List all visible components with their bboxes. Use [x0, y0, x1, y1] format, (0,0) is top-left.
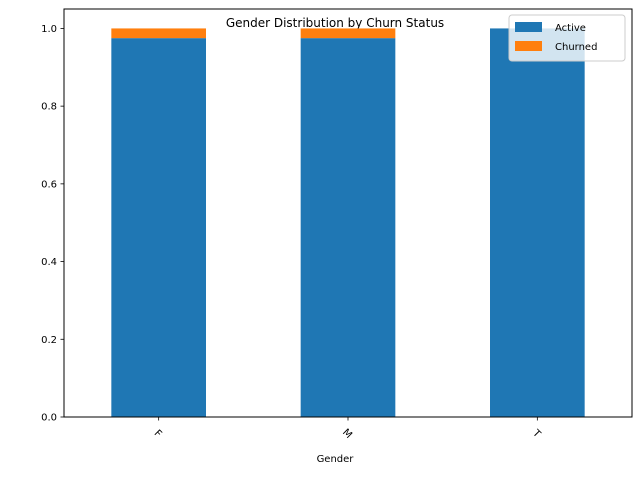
legend-swatch-churned	[515, 41, 542, 51]
y-tick-label: 0.8	[41, 102, 57, 113]
y-axis: 0.0 0.2 0.4 0.6 0.8 1.0	[41, 24, 64, 424]
y-tick-label: 0.6	[41, 179, 57, 190]
legend-swatch-active	[515, 22, 542, 32]
y-tick-label: 0.2	[41, 335, 57, 346]
bar-t-active	[490, 28, 585, 418]
legend-label-churned: Churned	[555, 42, 597, 53]
legend-box	[508, 14, 626, 62]
y-tick-label: 0.0	[41, 413, 57, 424]
y-tick-label: 0.4	[41, 257, 57, 268]
bar-f-churned	[111, 28, 206, 39]
bar-m-churned	[300, 28, 396, 39]
legend-label-active: Active	[555, 23, 586, 34]
y-tick-label: 1.0	[41, 24, 57, 35]
plot-frame	[63, 8, 633, 418]
chart-title: Gender Distribution by Churn Status	[226, 16, 444, 30]
x-axis-label: Gender	[317, 454, 355, 465]
bar-f-active	[111, 38, 206, 418]
legend: Active Churned	[508, 14, 626, 62]
bar-m-active	[300, 38, 396, 418]
bars	[111, 28, 585, 418]
